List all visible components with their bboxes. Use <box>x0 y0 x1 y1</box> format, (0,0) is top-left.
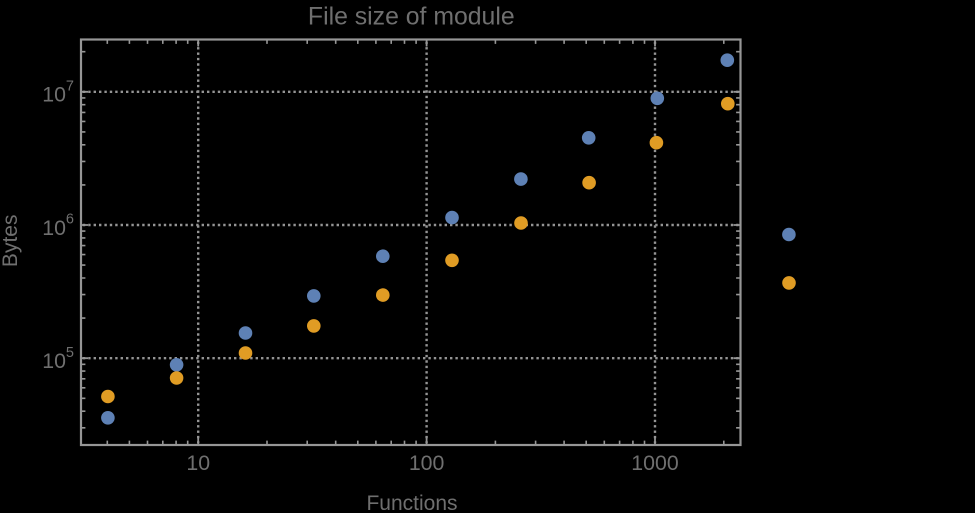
svg-text:106: 106 <box>42 212 74 240</box>
svg-text:Functions: Functions <box>366 492 457 513</box>
svg-text:10: 10 <box>186 451 210 475</box>
svg-text:Bytes: Bytes <box>0 215 22 268</box>
svg-text:100: 100 <box>409 451 445 475</box>
svg-text:1000: 1000 <box>631 451 679 475</box>
svg-text:File size of module: File size of module <box>308 4 515 31</box>
